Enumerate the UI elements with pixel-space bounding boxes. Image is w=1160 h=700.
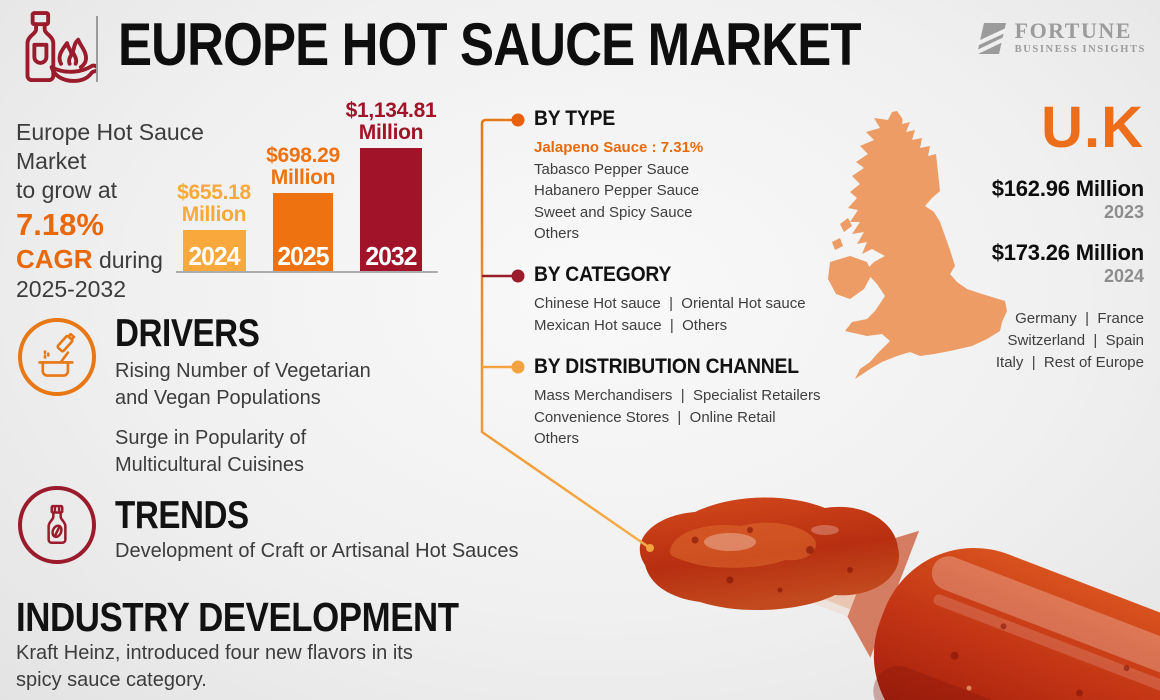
drivers-heading: DRIVERS (115, 312, 260, 355)
cagr-label: CAGR (16, 244, 93, 274)
sauce-spill (639, 497, 900, 611)
uk-map (828, 111, 1007, 379)
header-divider (96, 16, 98, 82)
segment-item: Others (534, 430, 580, 447)
trends-list: Development of Craft or Artisanal Hot Sa… (115, 538, 545, 564)
uk-title: U.K (1041, 95, 1144, 160)
bar-value-label: $655.18 Million (177, 181, 251, 226)
page-title: EUROPE HOT SAUCE MARKET (118, 11, 862, 78)
segment-by-type: BY TYPE Jalapeno Sauce : 7.31% Tabasco Pe… (534, 107, 703, 245)
segment-highlight-item: Jalapeno Sauce : 7.31% (534, 139, 704, 156)
bar-year-label: 2025 (277, 241, 329, 271)
trends-icon-circle (18, 486, 96, 564)
segment-item: Convenience Stores | Online Retail (534, 408, 776, 426)
intro-line: Europe Hot Sauce (16, 119, 204, 145)
forecast-period: 2025-2032 (16, 276, 126, 302)
fortune-business-insights-logo: FORTUNE BUSINESS INSIGHTS (969, 20, 1146, 58)
bar-value-label: $698.29 Million (266, 144, 340, 189)
segment-item-list: Mass Merchandisers | Specialist Retailer… (534, 385, 822, 450)
chart-bar-2025: 2025 (273, 193, 333, 272)
uk-stat-value: $173.26 Million (991, 240, 1144, 265)
list-item: Switzerland | Spain (1007, 332, 1144, 349)
segment-by-distribution-channel: BY DISTRIBUTION CHANNEL Mass Merchandise… (534, 355, 822, 450)
drivers-list: Rising Number of Vegetarian and Vegan Po… (115, 358, 383, 492)
cagr-rate: 7.18% (16, 207, 104, 242)
fortune-logo-icon (975, 23, 1006, 55)
trends-heading: TRENDS (115, 494, 249, 537)
list-item: Rising Number of Vegetarian and Vegan Po… (115, 360, 371, 409)
cagr-suffix: during (92, 247, 163, 273)
drivers-icon-circle (18, 318, 96, 396)
by-category-bullet (511, 269, 525, 283)
segment-item: Sweet and Spicy Sauce (534, 203, 693, 221)
intro-line: Market (16, 148, 87, 174)
segment-item: Chinese Hot sauce | Oriental Hot sauce (534, 295, 806, 312)
segment-item: Habanero Pepper Sauce (534, 182, 700, 199)
bar-year-label: 2032 (365, 241, 417, 271)
uk-country-list: Germany | France Switzerland | Spain Italy… (996, 308, 1144, 374)
sauce-bottle-icon (47, 504, 67, 545)
segment-item-list: Jalapeno Sauce : 7.31% Tabasco Pepper Sau… (534, 137, 703, 245)
industry-development-heading: INDUSTRY DEVELOPMENT (16, 594, 459, 640)
bar-year-label: 2024 (188, 241, 240, 271)
brand-name: FORTUNE (1014, 18, 1132, 43)
hot-sauce-bottle-photo (639, 497, 1160, 700)
hot-sauce-bottle-chili-icon (25, 11, 98, 83)
segment-item: Tabasco Pepper Sauce (534, 160, 690, 178)
connector-end-dot (646, 544, 654, 552)
segment-heading: BY DISTRIBUTION CHANNEL (534, 355, 799, 378)
cooking-pot-icon (38, 333, 76, 377)
segment-by-category: BY CATEGORY Chinese Hot sauce | Oriental… (534, 263, 806, 336)
segment-item: Mass Merchandisers | Specialist Retailer… (534, 387, 821, 404)
uk-stat-year: 2023 (1103, 202, 1144, 222)
segment-item-list: Chinese Hot sauce | Oriental Hot sauce Me… (534, 293, 806, 336)
segment-heading: BY TYPE (534, 107, 616, 130)
chart-bar-2032: 2032 (360, 148, 422, 272)
list-item: Surge in Popularity of Multicultural Cui… (115, 427, 307, 476)
segment-item: Others (534, 225, 580, 242)
intro-line: to grow at (16, 177, 117, 203)
list-item: Germany | France (1015, 310, 1144, 327)
chart-bar-2024: 2024 (182, 230, 246, 272)
by-distribution-bullet (511, 360, 525, 374)
cagr-line: CAGR during (16, 245, 204, 275)
segment-heading: BY CATEGORY (534, 263, 672, 286)
list-item: Italy | Rest of Europe (995, 354, 1144, 371)
uk-stat-year: 2024 (1103, 266, 1144, 286)
intro-text: Europe Hot Sauce Market to grow at 7.18%… (16, 118, 204, 304)
segment-item: Mexican Hot sauce | Others (534, 316, 728, 334)
brand-tagline: BUSINESS INSIGHTS (1014, 44, 1146, 55)
bar-value-label: $1,134.81 Million (345, 99, 437, 144)
industry-development-text: Kraft Heinz, introduced four new flavors… (16, 642, 413, 691)
uk-stat-value: $162.96 Million (991, 176, 1144, 201)
by-type-bullet (511, 113, 525, 127)
list-item: Development of Craft or Artisanal Hot Sa… (115, 540, 519, 562)
chart-baseline (176, 271, 438, 273)
segment-connector-lines (480, 113, 654, 552)
